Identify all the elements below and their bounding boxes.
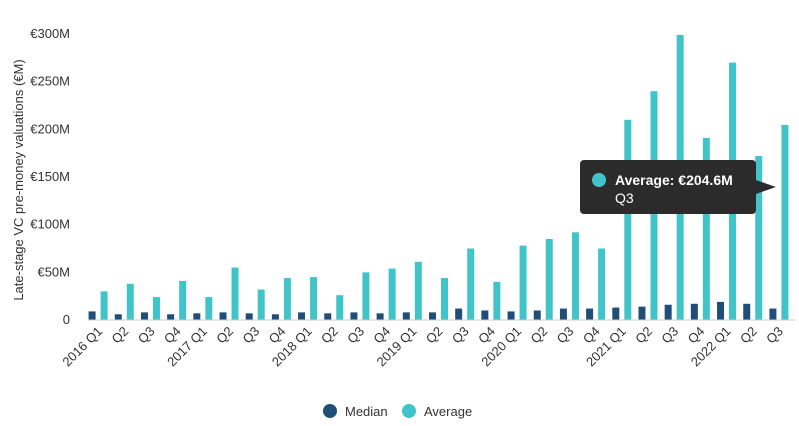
bar-median[interactable] — [455, 308, 463, 320]
bar-average[interactable] — [414, 261, 422, 320]
bar-average[interactable] — [205, 297, 213, 320]
bar-average[interactable] — [257, 289, 265, 320]
bar-median[interactable] — [271, 314, 279, 320]
bar-median[interactable] — [245, 313, 253, 320]
x-tick-label: Q2 — [737, 324, 760, 347]
bar-average[interactable] — [283, 278, 291, 320]
y-axis: 0 €50M €100M €150M €200M €250M €300M — [30, 26, 70, 327]
bar-average[interactable] — [231, 267, 239, 320]
tooltip-title: Average: €204.6M — [615, 172, 733, 188]
x-tick-label: Q3 — [658, 324, 681, 347]
bar-average[interactable] — [179, 280, 187, 320]
y-axis-title: Late-stage VC pre-money valuations (€M) — [11, 59, 26, 300]
bar-median[interactable] — [429, 312, 436, 320]
legend-marker — [402, 404, 416, 418]
legend-label[interactable]: Average — [424, 404, 472, 419]
bar-average[interactable] — [598, 248, 606, 321]
bar-median[interactable] — [586, 308, 594, 320]
bar-average[interactable] — [781, 124, 789, 320]
x-tick-label: Q3 — [554, 324, 577, 347]
bar-average[interactable] — [755, 156, 763, 320]
y-tick-label: €150M — [30, 169, 70, 184]
bar-median[interactable] — [114, 314, 122, 320]
x-tick-label: Q3 — [239, 324, 262, 347]
bar-average[interactable] — [441, 278, 448, 320]
bar-median[interactable] — [167, 314, 175, 320]
bar-average[interactable] — [100, 291, 108, 320]
y-tick-label: €250M — [30, 74, 70, 89]
bar-average[interactable] — [126, 283, 134, 320]
legend-label[interactable]: Median — [345, 404, 388, 419]
bar-median[interactable] — [690, 303, 698, 320]
x-tick-label: Q3 — [344, 324, 367, 347]
bar-median[interactable] — [664, 304, 672, 320]
bar-average[interactable] — [467, 248, 475, 321]
legend-marker — [323, 404, 337, 418]
bar-average[interactable] — [388, 268, 396, 320]
bar-median[interactable] — [638, 306, 646, 320]
bar-median[interactable] — [193, 313, 201, 320]
bar-median[interactable] — [402, 312, 410, 320]
x-tick-label: Q3 — [763, 324, 786, 347]
y-tick-label: 0 — [63, 312, 70, 327]
y-tick-label: €50M — [37, 264, 70, 279]
bar-median[interactable] — [717, 301, 725, 320]
tooltip-marker — [592, 173, 606, 187]
bar-average[interactable] — [336, 295, 344, 320]
y-tick-label: €100M — [30, 217, 70, 232]
bar-median[interactable] — [612, 307, 620, 320]
x-tick-label: Q2 — [318, 324, 341, 347]
bar-average[interactable] — [152, 297, 160, 320]
bar-average[interactable] — [624, 119, 632, 320]
bar-median[interactable] — [559, 308, 567, 320]
x-tick-label: Q2 — [213, 324, 236, 347]
bar-average[interactable] — [310, 277, 318, 320]
bar-average[interactable] — [519, 245, 527, 320]
x-tick-label: Q2 — [632, 324, 655, 347]
y-tick-label: €200M — [30, 121, 70, 136]
tooltip-subtitle: Q3 — [615, 190, 634, 206]
tooltip: Average: €204.6M Q3 — [580, 160, 776, 214]
bar-median[interactable] — [324, 313, 332, 320]
bar-average[interactable] — [545, 238, 553, 320]
x-tick-label: Q3 — [449, 324, 472, 347]
bar-median[interactable] — [769, 308, 777, 320]
tooltip-pointer — [756, 180, 776, 194]
bar-average[interactable] — [571, 232, 579, 320]
y-tick-label: €300M — [30, 26, 70, 41]
bar-median[interactable] — [376, 313, 384, 320]
x-tick-label: Q2 — [109, 324, 132, 347]
median-bars — [88, 301, 777, 320]
bar-median[interactable] — [533, 310, 541, 320]
bar-median[interactable] — [507, 311, 515, 320]
bar-median[interactable] — [298, 312, 306, 320]
legend: Median Average — [323, 404, 472, 419]
bar-median[interactable] — [350, 312, 358, 320]
x-tick-label: Q2 — [527, 324, 550, 347]
bar-average[interactable] — [362, 272, 370, 320]
x-tick-label: Q2 — [423, 324, 446, 347]
bar-median[interactable] — [481, 310, 489, 320]
bar-median[interactable] — [219, 312, 227, 320]
bar-median[interactable] — [140, 312, 148, 320]
tooltip-box — [580, 160, 756, 214]
bar-average[interactable] — [493, 281, 501, 320]
bar-median[interactable] — [743, 303, 751, 320]
x-tick-label: Q3 — [135, 324, 158, 347]
bar-average[interactable] — [702, 137, 710, 320]
bar-median[interactable] — [88, 311, 96, 320]
x-tick-label: 2016 Q1 — [59, 324, 105, 370]
